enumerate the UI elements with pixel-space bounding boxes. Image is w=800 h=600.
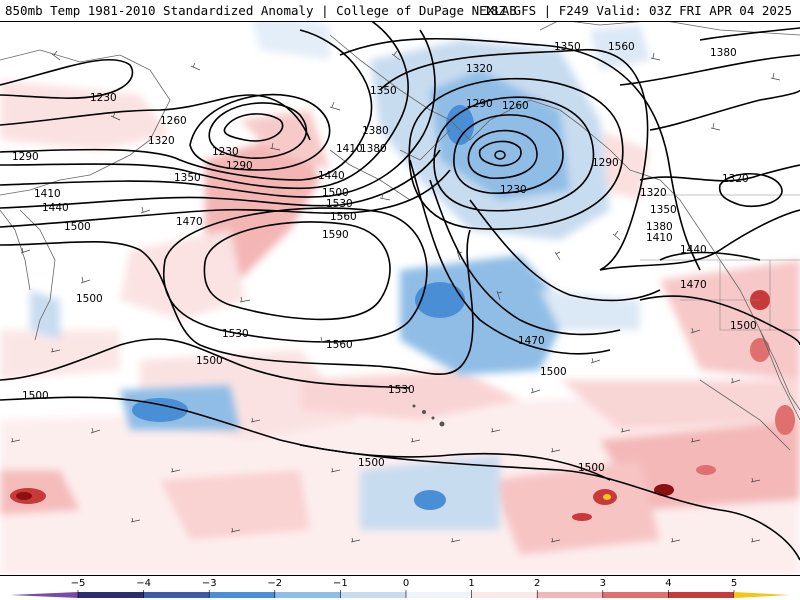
colorbar-tick-label: 1 [468,578,474,589]
colorbar-swatches [10,590,790,598]
anomaly-map: 1230 1260 1290 1320 1350 1380 1410 1440 … [0,22,800,575]
colorbar-swatch [143,592,210,598]
contour-label: 1560 [608,41,635,53]
coastlines [0,22,800,451]
contour-label: 1500 [730,320,757,332]
contour-label: 1500 [358,457,385,469]
contour-label: 1530 [222,328,249,340]
contour-label: 1290 [226,160,253,172]
political-borders [640,194,800,331]
colorbar-tick-label: −4 [136,578,151,589]
colorbar-tick-label: −3 [202,578,217,589]
contour-label: 1560 [326,339,353,351]
colorbar-max-end [734,592,790,598]
contour-label: 1440 [680,244,707,256]
colorbar-swatch [274,592,341,598]
contour-label: 1260 [160,115,187,127]
map-title: 850mb Temp 1981-2010 Standardized Anomal… [5,3,517,18]
contour-label: 1500 [196,355,223,367]
colorbar-swatch [602,592,669,598]
contour-label: 1320 [722,173,749,185]
contour-label: 1410 [336,143,363,155]
contour-label: 1290 [592,157,619,169]
contour-label: 1590 [322,229,349,241]
colorbar-swatch [406,592,472,598]
colorbar-swatch [668,592,734,598]
contour-labels: 1230 1260 1290 1320 1350 1380 1410 1440 … [12,41,757,474]
colorbar-tick-label: 5 [731,578,737,589]
colorbar-swatch [471,592,538,598]
contour-label: 1350 [650,204,677,216]
contour-label: 1380 [360,143,387,155]
contour-label: 1260 [502,100,529,112]
contour-label: 1290 [466,98,493,110]
contour-label: 1470 [518,335,545,347]
colorbar-tick-label: 3 [600,578,606,589]
contour-label: 1500 [322,187,349,199]
cool-anomaly-cores [132,105,500,510]
contour-label: 1320 [640,187,667,199]
contour-label: 1470 [176,216,203,228]
anomaly-colorbar: −5 −4 −3 −2 −1 0 1 2 3 4 5 [0,575,800,600]
colorbar-swatch [78,592,144,598]
colorbar-swatch [340,592,406,598]
contour-label: 1380 [362,125,389,137]
contour-label: 1380 [710,47,737,59]
colorbar-swatch [209,592,275,598]
contour-label: 1230 [90,92,117,104]
contour-label: 1410 [34,188,61,200]
model-run-info: 18Z GFS | F249 Valid: 03Z FRI APR 04 202… [483,3,792,18]
hawaii-islands [412,404,445,427]
contour-label: 1350 [370,85,397,97]
contour-label: 1350 [174,172,201,184]
height-contours [0,22,800,561]
colorbar-tick-label: −1 [333,578,348,589]
contour-label: 1350 [554,41,581,53]
contour-label: 1440 [318,170,345,182]
contour-label: 1290 [12,151,39,163]
contour-label: 1500 [22,390,49,402]
contour-label: 1500 [64,221,91,233]
contour-label: 1380 [646,221,673,233]
contour-label: 1500 [76,293,103,305]
warm-anomaly-cores [10,290,795,521]
colorbar-min-end [10,592,78,598]
colorbar-tick-labels: −5 −4 −3 −2 −1 0 1 2 3 4 5 [71,578,738,589]
contour-label: 1230 [212,146,239,158]
colorbar-tick-label: 0 [403,578,409,589]
colorbar-swatch [537,592,603,598]
low-pressure-center [494,150,506,160]
contour-label: 1410 [646,232,673,244]
colorbar-tick-label: 2 [534,578,540,589]
contour-label: 1440 [42,202,69,214]
colorbar-tick-label: −2 [267,578,282,589]
contour-label: 1470 [680,279,707,291]
wind-barbs [10,50,781,543]
contour-label: 1320 [466,63,493,75]
contour-label: 1530 [326,198,353,210]
contour-label: 1560 [330,211,357,223]
contour-label: 1230 [500,184,527,196]
contour-label: 1320 [148,135,175,147]
colorbar-tick-label: 4 [665,578,671,589]
contour-label: 1500 [578,462,605,474]
contour-label: 1500 [540,366,567,378]
map-header: 850mb Temp 1981-2010 Standardized Anomal… [0,0,800,22]
contour-label: 1530 [388,384,415,396]
colorbar-tick-label: −5 [71,578,86,589]
